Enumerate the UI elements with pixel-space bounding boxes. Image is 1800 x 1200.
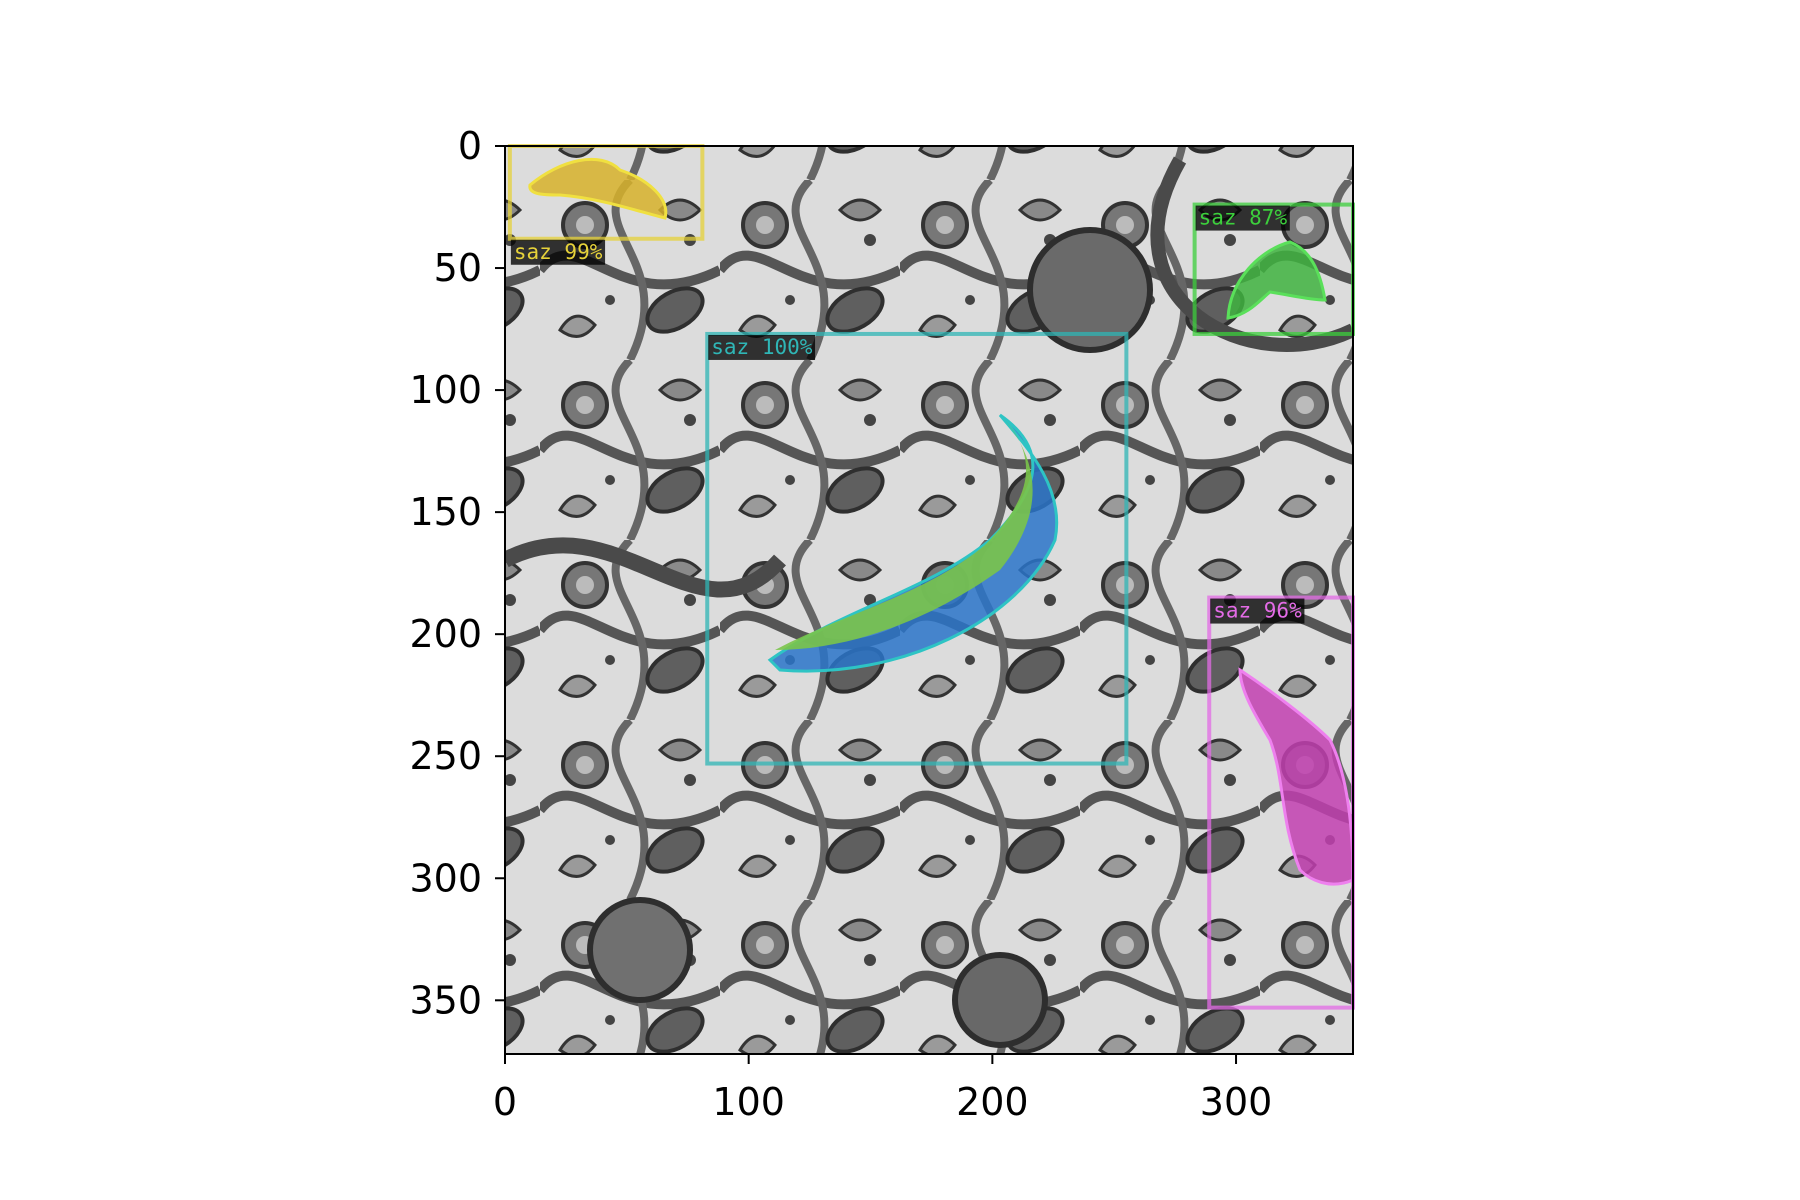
axes-frame: [504, 145, 1354, 1055]
green-mask: [1226, 240, 1327, 320]
y-axis: 0 50 100 150 200 250 300 350: [409, 124, 505, 1022]
y-tick-label: 50: [434, 246, 482, 290]
y-tick-label: 0: [458, 124, 482, 168]
green-inner-mask: [775, 420, 1033, 650]
y-tick-label: 300: [409, 856, 482, 900]
x-tick-label: 0: [493, 1080, 517, 1124]
detection-label: saz 99%: [514, 240, 603, 264]
cyan-mask: [767, 413, 1059, 673]
y-tick-label: 250: [409, 734, 482, 778]
detection-label: saz 100%: [711, 335, 813, 359]
detection-label-bg: [510, 239, 606, 265]
yellow-mask: [528, 157, 668, 220]
x-axis: 0 100 200 300: [493, 1054, 1272, 1124]
y-tick-label: 200: [409, 612, 482, 656]
detection-box: [705, 331, 1129, 766]
detection-label-bg: [1210, 598, 1305, 624]
x-tick-label: 300: [1200, 1080, 1273, 1124]
magenta-mask: [1238, 667, 1353, 886]
detection-label-bg: [708, 334, 816, 360]
detection-label-bg: [1195, 205, 1290, 231]
detection-label: saz 96%: [1213, 599, 1302, 623]
y-tick-label: 100: [409, 368, 482, 412]
x-tick-label: 200: [956, 1080, 1029, 1124]
detections: saz 99% saz 87% saz 100% saz 96%: [507, 144, 1356, 1010]
y-tick-label: 150: [409, 490, 482, 534]
y-tick-label: 350: [409, 978, 482, 1022]
detection-label: saz 87%: [1199, 206, 1288, 230]
x-tick-label: 100: [712, 1080, 785, 1124]
